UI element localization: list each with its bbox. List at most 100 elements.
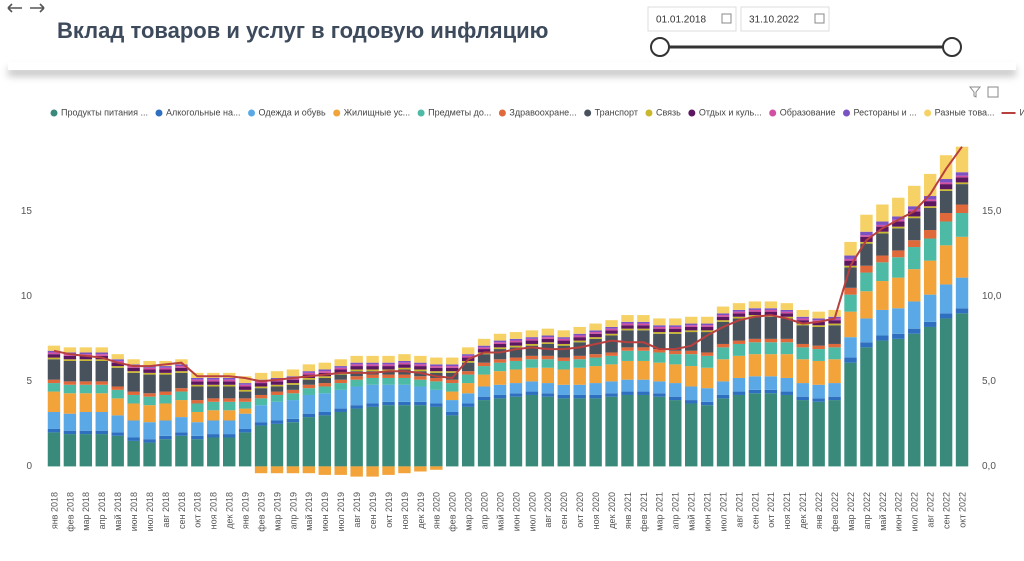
bar-segment	[366, 377, 379, 385]
bar-segment	[653, 349, 666, 353]
bar-segment	[509, 345, 523, 348]
bar-segment	[302, 466, 316, 474]
bar-segment	[669, 325, 682, 327]
bar-segment	[780, 313, 794, 317]
x-tick-label: мар 2019	[272, 492, 282, 531]
x-tick-label: окт 2018	[193, 492, 203, 528]
bar-segment	[143, 442, 156, 467]
bar-segment	[541, 328, 555, 336]
bar-segment	[222, 398, 236, 402]
bar-segment	[844, 287, 857, 295]
bar-segment	[700, 330, 714, 333]
bar-segment	[764, 309, 778, 312]
bar-segment	[844, 241, 857, 256]
bar-segment	[446, 372, 459, 380]
bar-segment	[127, 359, 140, 365]
bar-segment	[605, 326, 618, 329]
bar-segment	[621, 394, 634, 467]
bar-segment	[398, 401, 411, 406]
bar-segment	[939, 318, 953, 467]
bar-segment	[716, 320, 730, 322]
bar-segment	[238, 413, 252, 429]
bar-segment	[127, 437, 140, 441]
bar-segment	[79, 411, 93, 431]
x-tick-label: июл 2020	[527, 492, 537, 531]
filter-icon[interactable]	[968, 86, 982, 98]
bar-segment	[382, 405, 395, 467]
bar-segment	[270, 466, 284, 474]
bar-segment	[557, 338, 570, 341]
bar-segment	[238, 398, 252, 402]
bar-segment	[461, 355, 475, 358]
bar-segment	[700, 401, 714, 406]
bar-segment	[955, 184, 969, 205]
bar-segment	[414, 405, 427, 467]
bar-segment	[955, 182, 969, 185]
slider-handle[interactable]	[650, 37, 670, 57]
date-to-input[interactable]	[740, 6, 830, 32]
bar-segment	[700, 405, 714, 467]
bar-segment	[908, 240, 921, 248]
bar-segment	[477, 366, 491, 375]
calendar-icon[interactable]	[814, 13, 825, 24]
x-tick-label: окт 2021	[766, 492, 776, 528]
bar-segment	[414, 386, 427, 402]
bar-segment	[669, 396, 682, 401]
bar-segment	[286, 379, 300, 384]
bar-segment	[621, 325, 634, 329]
bar-segment	[573, 333, 586, 336]
bar-segment	[796, 400, 809, 467]
bar-segment	[222, 420, 236, 435]
bar-segment	[908, 301, 921, 329]
bar-segment	[876, 224, 889, 227]
bar-segment	[621, 321, 634, 324]
bar-segment	[637, 325, 650, 329]
bar-segment	[398, 364, 411, 368]
bar-segment	[446, 400, 459, 412]
bar-segment	[254, 422, 268, 426]
x-tick-label: янв 2019	[241, 492, 251, 529]
bar-segment	[159, 369, 172, 373]
bar-segment	[286, 384, 300, 390]
bar-segment	[828, 383, 841, 397]
bar-segment	[908, 211, 921, 217]
legend-label: Связь	[656, 107, 681, 117]
bar-segment	[653, 333, 666, 350]
bar-segment	[79, 347, 93, 353]
bar-segment	[748, 389, 762, 394]
bar-segment	[955, 204, 969, 214]
bar-segment	[175, 400, 188, 418]
calendar-icon[interactable]	[721, 13, 732, 24]
bar-segment	[684, 325, 698, 327]
bar-segment	[143, 405, 156, 423]
expand-icon[interactable]	[987, 86, 999, 98]
date-from-input[interactable]	[647, 6, 737, 32]
bar-segment	[923, 230, 937, 239]
bar-segment	[159, 366, 172, 368]
bar-segment	[47, 359, 61, 380]
bar-segment	[238, 401, 252, 409]
bar-segment	[143, 396, 156, 406]
bar-segment	[159, 439, 172, 467]
slider-handle[interactable]	[942, 37, 962, 57]
bar-segment	[509, 396, 523, 467]
bar-segment	[334, 379, 347, 384]
bar-segment	[398, 374, 411, 378]
bar-segment	[238, 389, 252, 392]
bar-segment	[573, 398, 586, 467]
bar-segment	[605, 352, 618, 356]
bar-segment	[637, 323, 650, 326]
bar-segment	[302, 364, 316, 372]
x-tick-label: ноя 2020	[591, 492, 601, 529]
bar-segment	[318, 466, 332, 475]
bar-segment	[493, 398, 507, 467]
nav-arrows[interactable]	[7, 3, 45, 13]
bar-segment	[222, 437, 236, 467]
bar-segment	[860, 318, 873, 343]
bar-segment	[302, 372, 316, 375]
bar-segment	[350, 379, 363, 387]
bar-segment	[923, 260, 937, 295]
bar-segment	[844, 357, 857, 363]
bar-segment	[669, 326, 682, 329]
x-tick-label: мар 2022	[846, 492, 856, 531]
